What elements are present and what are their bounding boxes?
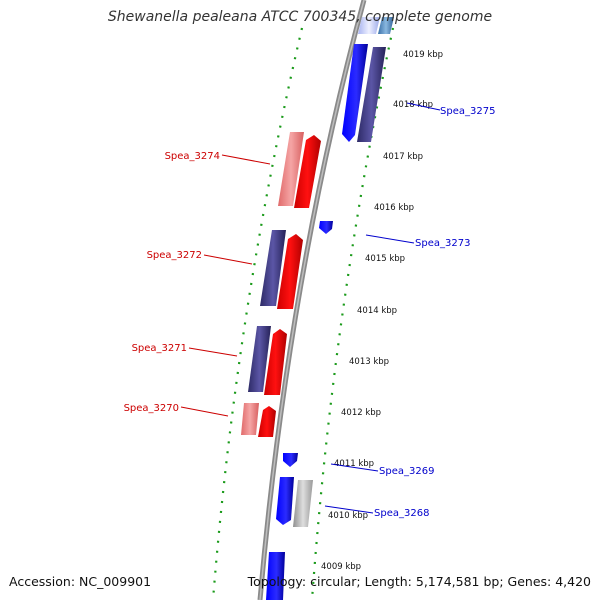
leader-line-spea-3270 [180,406,229,417]
gene-arrow-spea-3273 [319,221,333,234]
accession-text: Accession: NC_009901 [9,574,152,589]
leader-line-spea-3272 [203,254,253,265]
ruler-tick-label: 4017 kbp [383,152,423,162]
gene-arrow-partial-pale [358,17,380,34]
right-ruler-dashes [310,27,395,600]
leader-line-spea-3275 [406,102,441,111]
gene-label-spea-3272: Spea_3272 [147,250,202,261]
gene-arrow-spea-3274-pink [278,132,304,206]
gene-arrow-spea-3275-navy [357,47,386,142]
leader-line-spea-3269 [330,463,379,472]
gene-arrow-spea-3271-navy [248,326,271,392]
gene-arrow-spea-3272-navy [260,230,286,306]
gene-label-spea-3268: Spea_3268 [374,508,429,519]
gene-arrow-spea-3268-blue [276,477,294,525]
ruler-tick-label: 4016 kbp [374,203,414,213]
gene-label-spea-3270: Spea_3270 [124,403,179,414]
left-ruler-dashes [211,27,304,600]
gene-arrow-spea-3270-red [258,406,276,437]
gene-label-spea-3275: Spea_3275 [440,106,495,117]
gene-arrow-spea-3269 [283,453,298,467]
gene-arrow-partial-teal [378,17,394,34]
ruler-tick-label: 4018 kbp [393,100,433,110]
gene-arrow-spea-3270-pink [241,403,259,435]
gene-label-spea-3271: Spea_3271 [132,343,187,354]
leader-line-spea-3268 [324,505,374,514]
leader-line-spea-3273 [365,234,415,244]
ruler-tick-label: 4011 kbp [334,459,374,469]
gene-arrow-spea-3271-red [264,329,287,395]
ruler-tick-label: 4013 kbp [349,357,389,367]
ruler-tick-label: 4012 kbp [341,408,381,418]
gene-arrow-spea-3272-red [277,234,303,309]
gene-label-spea-3269: Spea_3269 [379,466,434,477]
ruler-tick-label: 4019 kbp [403,50,443,60]
gene-arrow-spea-3274-red [294,135,321,208]
gene-arrow-spea-3275-blue [342,44,368,142]
gene-label-spea-3273: Spea_3273 [415,238,470,249]
gene-label-spea-3274: Spea_3274 [165,151,220,162]
ruler-tick-label: 4014 kbp [357,306,397,316]
ruler-tick-label: 4010 kbp [328,511,368,521]
genome-info-text: Topology: circular; Length: 5,174,581 bp… [247,574,591,589]
gene-arrow-spea-3268-gray [293,480,313,527]
map-title: Shewanella pealeana ATCC 700345, complet… [107,9,493,25]
ruler-tick-label: 4015 kbp [365,254,405,264]
leader-line-spea-3274 [221,154,271,165]
ruler-tick-label: 4009 kbp [321,562,361,572]
gene-arrow-partial-bottom [266,552,285,600]
leader-line-spea-3271 [188,347,238,357]
genome-backbone-highlight [259,0,365,600]
